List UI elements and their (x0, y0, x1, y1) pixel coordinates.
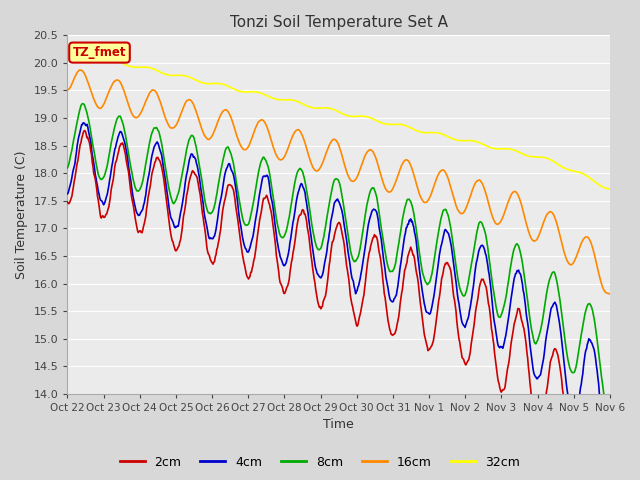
32cm (184, 74, 192, 80)
8cm (130, 179, 138, 185)
32cm (420, 130, 428, 135)
Line: 2cm: 2cm (67, 131, 610, 480)
32cm (129, 64, 137, 70)
8cm (421, 278, 429, 284)
4cm (79, 120, 87, 126)
4cm (405, 217, 413, 223)
4cm (130, 197, 138, 203)
4cm (74, 143, 81, 149)
Title: Tonzi Soil Temperature Set A: Tonzi Soil Temperature Set A (230, 15, 447, 30)
Text: TZ_fmet: TZ_fmet (73, 46, 126, 59)
8cm (606, 407, 614, 412)
2cm (63, 199, 71, 205)
Line: 4cm: 4cm (67, 123, 610, 461)
4cm (214, 217, 221, 223)
16cm (63, 87, 71, 93)
32cm (213, 81, 221, 86)
4cm (185, 160, 193, 166)
Line: 8cm: 8cm (67, 104, 610, 409)
X-axis label: Time: Time (323, 419, 354, 432)
8cm (63, 165, 71, 171)
32cm (606, 186, 614, 192)
8cm (214, 187, 221, 192)
4cm (606, 458, 614, 464)
16cm (606, 291, 614, 297)
Legend: 2cm, 4cm, 8cm, 16cm, 32cm: 2cm, 4cm, 8cm, 16cm, 32cm (115, 451, 525, 474)
16cm (185, 97, 193, 103)
16cm (405, 159, 413, 165)
8cm (74, 120, 81, 125)
8cm (79, 101, 86, 107)
Line: 16cm: 16cm (67, 70, 610, 294)
16cm (130, 114, 138, 120)
2cm (214, 245, 221, 251)
16cm (74, 70, 81, 75)
Y-axis label: Soil Temperature (C): Soil Temperature (C) (15, 150, 28, 279)
2cm (405, 249, 413, 255)
32cm (404, 124, 412, 130)
2cm (81, 128, 88, 133)
8cm (405, 196, 413, 202)
4cm (421, 304, 429, 310)
2cm (421, 335, 429, 340)
16cm (214, 120, 221, 125)
4cm (63, 191, 71, 197)
2cm (185, 180, 193, 186)
8cm (185, 137, 193, 143)
16cm (421, 200, 429, 205)
2cm (74, 160, 81, 166)
Line: 32cm: 32cm (67, 50, 610, 189)
16cm (76, 67, 84, 73)
2cm (130, 205, 138, 211)
32cm (74, 48, 81, 54)
32cm (63, 47, 71, 53)
